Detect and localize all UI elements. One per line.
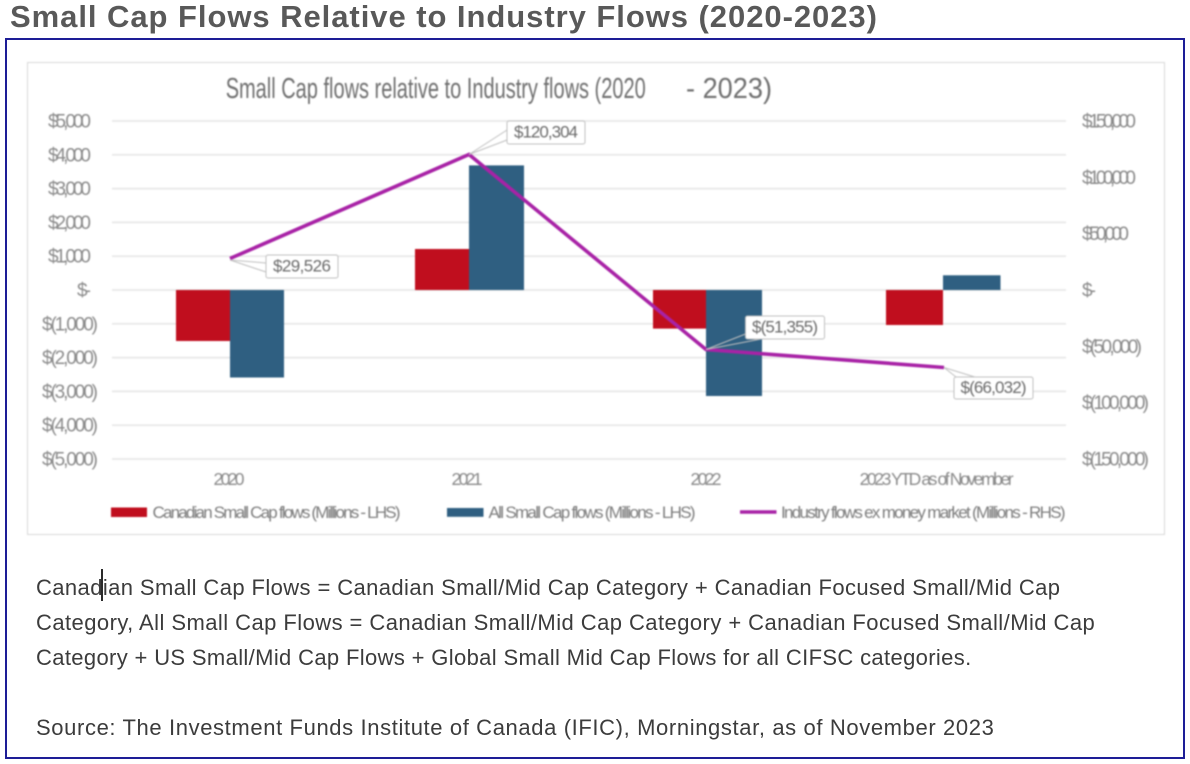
svg-text:All Small Cap flows (Millions: All Small Cap flows (Millions - LHS): [489, 503, 696, 522]
svg-text:Canadian Small Cap flows (Mill: Canadian Small Cap flows (Millions - LHS…: [153, 503, 401, 522]
svg-text:$(3,000): $(3,000): [42, 382, 98, 403]
svg-text:$(1,000): $(1,000): [42, 314, 98, 335]
svg-text:$5,000: $5,000: [48, 112, 91, 133]
svg-text:$(51,355): $(51,355): [752, 318, 818, 337]
svg-text:$100,000: $100,000: [1082, 168, 1136, 189]
svg-text:$-: $-: [77, 281, 91, 302]
svg-text:$(50,000): $(50,000): [1082, 337, 1142, 358]
svg-text:$(150,000): $(150,000): [1082, 450, 1149, 471]
svg-text:$3,000: $3,000: [48, 179, 91, 200]
svg-text:$(5,000): $(5,000): [42, 450, 98, 471]
svg-text:Small Cap flows relative to In: Small Cap flows relative to Industry flo…: [226, 73, 646, 105]
svg-text:$-: $-: [1082, 281, 1096, 302]
svg-text:2020: 2020: [214, 469, 245, 489]
svg-text:$(2,000): $(2,000): [42, 348, 98, 369]
svg-text:$1,000: $1,000: [48, 247, 91, 268]
svg-text:Industry flows ex money market: Industry flows ex money market (Millions…: [781, 503, 1066, 522]
svg-text:$120,304: $120,304: [514, 123, 578, 142]
svg-text:$29,526: $29,526: [273, 257, 331, 276]
svg-text:2023 YTD as of November: 2023 YTD as of November: [860, 469, 1014, 489]
svg-text:$150,000: $150,000: [1082, 112, 1136, 133]
svg-text:2022: 2022: [691, 469, 722, 489]
svg-text:$2,000: $2,000: [48, 213, 91, 234]
svg-text:$(4,000): $(4,000): [42, 416, 98, 437]
svg-text:2021: 2021: [452, 469, 483, 489]
svg-text:$50,000: $50,000: [1082, 224, 1129, 245]
svg-text:$(66,032): $(66,032): [961, 378, 1027, 397]
svg-text:- 2023): - 2023): [686, 73, 772, 105]
svg-text:$(100,000): $(100,000): [1082, 393, 1149, 414]
svg-text:$4,000: $4,000: [48, 145, 91, 166]
